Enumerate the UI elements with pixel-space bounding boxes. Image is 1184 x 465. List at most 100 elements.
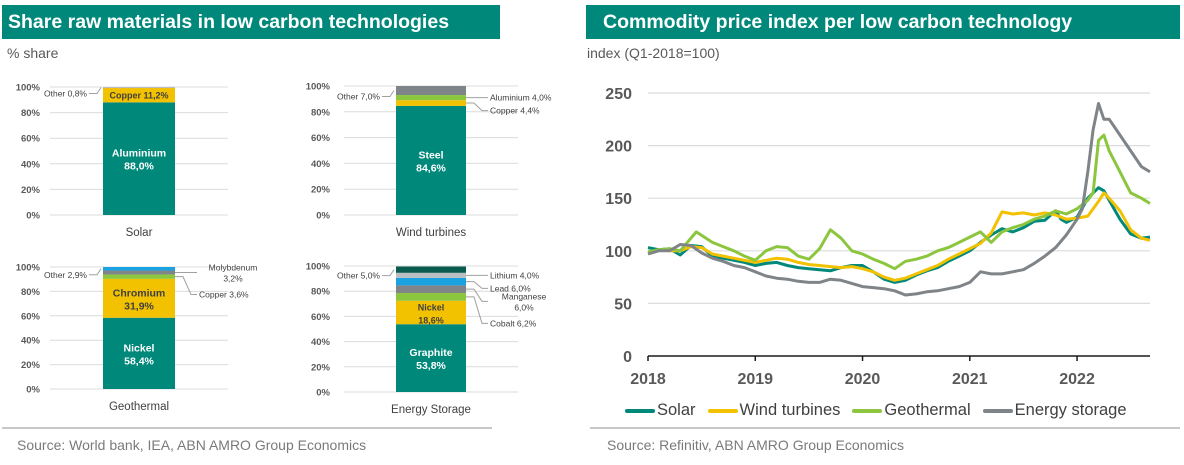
line-chart-ytick-label: 0 [623, 349, 632, 366]
solar-leader-line-other [89, 87, 102, 95]
geothermal-ytick-label: 0% [26, 385, 40, 396]
energy-storage-annotation-manganese: Manganese [502, 291, 547, 301]
geothermal-annotation-copper: Copper 3,6% [199, 289, 249, 299]
energy-storage-ytick-label: 60% [311, 312, 331, 323]
geothermal-ytick-label: 60% [21, 311, 41, 322]
line-chart-xtick-label: 2019 [737, 371, 773, 388]
legend-label-energy-storage: Energy storage [1014, 401, 1127, 419]
left-panel-title: Share raw materials in low carbon techno… [2, 5, 500, 39]
wind-turbines-bar-segment-copper [396, 100, 466, 106]
energy-storage-segment-label-graphite: Graphite [409, 347, 452, 359]
geothermal-segment-value-nickel: 58,4% [124, 355, 154, 367]
energy-storage-leader-line-manganese [466, 288, 488, 302]
geothermal-bar-segment-chromium [103, 278, 175, 318]
energy-storage-annotation-lithium: Lithium 4,0% [490, 270, 540, 280]
wind-turbines-ytick-label: 80% [311, 107, 331, 118]
left-panel-subtitle: % share [7, 45, 59, 61]
geothermal-bar-segment-nickel [103, 317, 175, 389]
wind-turbines-bar-segment-aluminium [396, 95, 466, 101]
geothermal-segment-value-chromium: 31,9% [124, 300, 154, 312]
solar-segment-value-aluminium: 88,0% [124, 161, 154, 173]
solar-category-label: Solar [126, 227, 153, 239]
legend-swatch-geothermal [852, 408, 883, 413]
line-chart-xtick-label: 2022 [1059, 371, 1095, 388]
line-chart-ytick-label: 200 [605, 139, 632, 156]
left-source-note: Source: World bank, IEA, ABN AMRO Group … [17, 437, 367, 453]
left-source-divider [2, 427, 492, 429]
energy-storage-ytick-label: 80% [311, 287, 331, 298]
energy-storage-leader-line-other [382, 269, 395, 277]
energy-storage-ytick-label: 100% [306, 262, 331, 273]
legend-item-energy-storage: Energy storage [982, 401, 1127, 420]
legend-label-solar: Solar [657, 401, 696, 419]
wind-turbines-leader-line-other [382, 90, 395, 98]
energy-storage-segment-value-nickel: 18,6% [418, 315, 444, 325]
wind-turbines-annotation-aluminium: Aluminium 4,0% [490, 93, 552, 103]
legend-item-wind-turbines: Wind turbines [707, 401, 841, 420]
geothermal-bar-segment-other [103, 267, 175, 271]
line-chart-ytick-label: 50 [614, 296, 632, 313]
legend-label-geothermal: Geothermal [884, 401, 971, 419]
energy-storage-leader-line-cobalt [466, 296, 488, 324]
geothermal-segment-label-chromium: Chromium [113, 287, 166, 299]
solar-annotation-other: Other 0,8% [44, 89, 87, 99]
geothermal-ytick-label: 80% [21, 287, 41, 298]
line-series-geothermal [647, 133, 1151, 271]
line-chart-xtick-label: 2018 [630, 371, 666, 388]
wind-turbines-bar-segment-steel [396, 105, 466, 215]
right-panel-title: Commodity price index per low carbon tec… [586, 5, 1180, 39]
energy-storage-annotation-value-manganese: 6,0% [514, 302, 534, 312]
geothermal-leader-line-copper [175, 276, 197, 295]
right-panel-subtitle: index (Q1-2018=100) [587, 45, 720, 61]
wind-turbines-ytick-label: 0% [316, 211, 330, 222]
geothermal-segment-label-nickel: Nickel [124, 342, 155, 354]
wind-turbines-ytick-label: 100% [306, 82, 331, 93]
solar-ytick-label: 20% [21, 185, 41, 196]
energy-storage-bar-segment-graphite [396, 324, 466, 392]
geothermal-ytick-label: 20% [21, 360, 41, 371]
line-chart-xtick-label: 2020 [845, 371, 881, 388]
legend-label-wind-turbines: Wind turbines [739, 401, 841, 419]
wind-turbines-segment-label-steel: Steel [418, 149, 443, 161]
wind-turbines-annotation-other: Other 7,0% [337, 92, 380, 102]
solar-ytick-label: 40% [21, 159, 41, 170]
solar-ytick-label: 100% [16, 83, 41, 94]
energy-storage-ytick-label: 0% [316, 388, 330, 399]
solar-bar-segment-other [103, 87, 175, 89]
line-chart-xtick-label: 2021 [952, 371, 988, 388]
line-series-solar [647, 186, 1151, 284]
geothermal-bar-segment-molybdenum [103, 270, 175, 275]
legend-item-geothermal: Geothermal [852, 401, 971, 420]
geothermal-annotation-value-molybdenum: 3,2% [223, 273, 243, 283]
geothermal-leader-line-other [89, 268, 102, 276]
wind-turbines-ytick-label: 40% [311, 159, 331, 170]
energy-storage-annotation-cobalt: Cobalt 6,2% [490, 318, 537, 328]
energy-storage-ytick-label: 20% [311, 362, 331, 373]
wind-turbines-segment-value-steel: 84,6% [416, 162, 446, 174]
wind-turbines-leader-line-copper [466, 102, 488, 112]
wind-turbines-annotation-copper: Copper 4,4% [490, 106, 540, 116]
line-chart-ytick-label: 100 [605, 244, 632, 261]
line-series-energy-storage [647, 102, 1151, 297]
wind-turbines-ytick-label: 60% [311, 133, 331, 144]
geothermal-category-label: Geothermal [109, 401, 169, 413]
wind-turbines-bar-segment-other [396, 86, 466, 96]
solar-segment-label-aluminium: Aluminium [112, 148, 166, 160]
energy-storage-bar-segment-lithium [396, 272, 466, 278]
solar-ytick-label: 60% [21, 134, 41, 145]
geothermal-bar-segment-copper [103, 274, 175, 279]
geothermal-annotation-other: Other 2,9% [44, 270, 87, 280]
energy-storage-bar-segment-manganese [396, 285, 466, 293]
legend-item-solar: Solar [625, 401, 696, 420]
energy-storage-category-label: Energy Storage [391, 404, 471, 416]
energy-storage-leader-line-lead [466, 281, 488, 289]
geothermal-annotation-molybdenum: Molybdenum [209, 262, 258, 272]
solar-ytick-label: 80% [21, 108, 41, 119]
solar-segment-label-copper: Copper 11,2% [109, 91, 168, 101]
legend-swatch-solar [625, 408, 655, 413]
line-chart-ytick-label: 150 [605, 191, 632, 208]
solar-bar-segment-copper [103, 88, 175, 103]
legend-swatch-energy-storage [982, 408, 1013, 413]
energy-storage-segment-value-graphite: 53,8% [416, 360, 446, 372]
